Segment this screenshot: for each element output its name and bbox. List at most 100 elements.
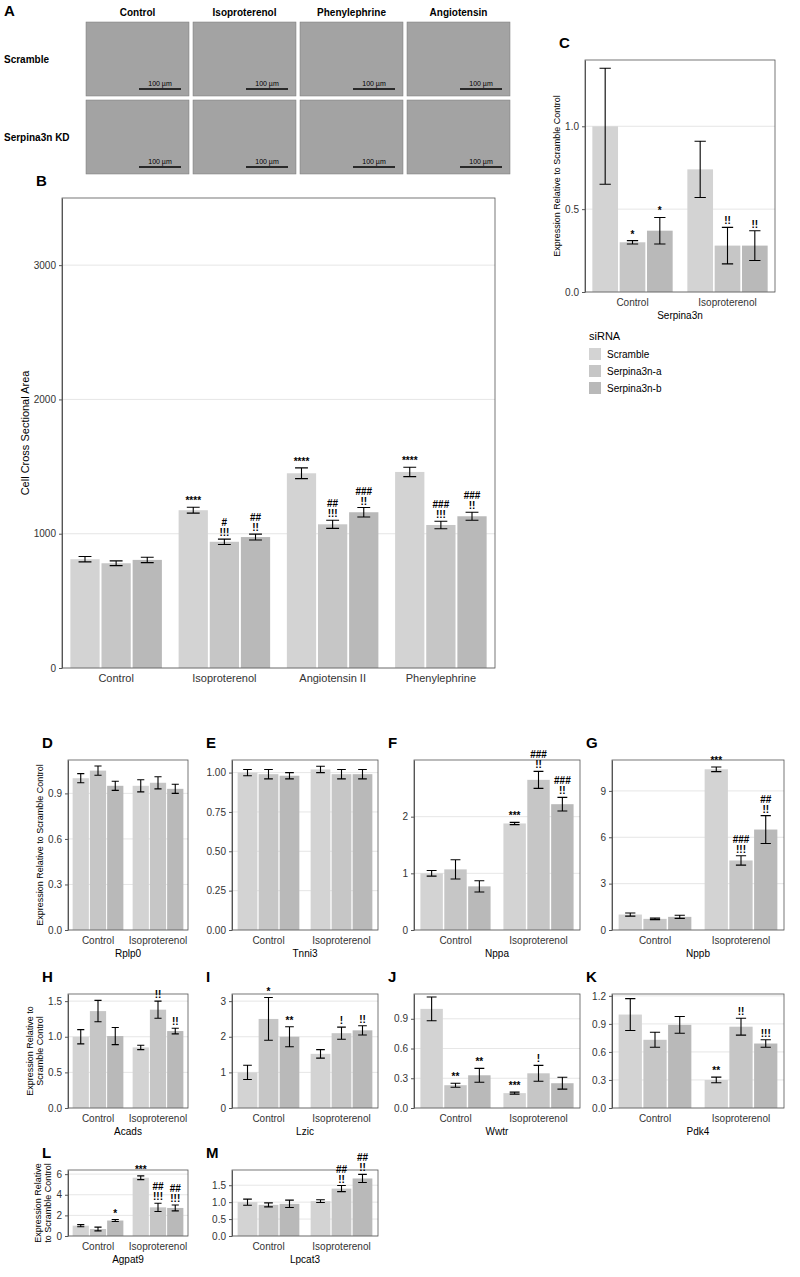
tick-mark: [609, 1052, 612, 1053]
tick-label: 0.5: [48, 1067, 62, 1078]
x-axis-title: Lpcat3: [290, 1254, 320, 1265]
error-bar: [94, 766, 101, 775]
tick-mark: [59, 399, 62, 400]
significance-label: !!!: [328, 508, 338, 519]
tick-mark: [609, 791, 612, 792]
micrograph: [300, 22, 403, 96]
category-label: Control: [439, 1113, 471, 1124]
tick: 0.9: [394, 1013, 414, 1024]
scale-bar-label: 100 µm: [148, 80, 172, 88]
tick-mark: [65, 1215, 68, 1216]
bar: [503, 823, 525, 930]
error-bar: [110, 561, 123, 566]
scale-bar-label: 100 µm: [148, 158, 172, 166]
micrograph: [193, 22, 296, 96]
error-bar: [137, 780, 144, 792]
category-label: Isoproterenol: [312, 1241, 370, 1252]
category-label: Isoproterenol: [712, 1113, 770, 1124]
tick-mark: [65, 839, 68, 840]
bar: [90, 771, 106, 930]
error-bar: [625, 999, 635, 1031]
error-bar: [675, 915, 685, 918]
plot-frame: [232, 994, 378, 1108]
tick: 0.0: [565, 287, 585, 298]
error-bar: [474, 881, 484, 892]
panel: 0.00.30.60.9ControlIsoproterenolWwtr****…: [388, 968, 580, 1137]
bar: [280, 1204, 300, 1236]
significance-label: *: [658, 205, 662, 216]
tick-label: 0.3: [48, 879, 62, 890]
tick-label: 6: [56, 1169, 62, 1180]
significance-label: !: [340, 1015, 343, 1026]
plot-background: [414, 760, 580, 930]
tick: 0.0: [48, 1103, 68, 1114]
tick-mark: [65, 1001, 68, 1002]
tick-label: 0.6: [592, 1047, 606, 1058]
row-label: Scramble: [4, 54, 49, 65]
bar: [238, 1202, 258, 1236]
x-axis-title: Nppa: [485, 948, 509, 959]
figure: AControlIsoproterenolPhenylephrineAngiot…: [0, 0, 800, 1277]
significance-label: **: [712, 1065, 720, 1076]
bar: [395, 472, 424, 668]
tick-label: 2: [402, 811, 408, 822]
tick: 9: [600, 786, 612, 797]
micrograph: [407, 22, 510, 96]
bar: [420, 1009, 442, 1108]
scale-bar: [246, 88, 288, 90]
panel-letter: E: [206, 734, 216, 751]
y-axis-title: Cell Cross Sectional Area: [19, 370, 31, 496]
panel-a: AControlIsoproterenolPhenylephrineAngiot…: [4, 2, 510, 174]
error-bar: [557, 1077, 567, 1089]
category-label: Control: [639, 1113, 671, 1124]
axis-line: [232, 761, 233, 931]
error-bar: [337, 769, 346, 778]
tick-mark: [229, 812, 232, 813]
category-label: Control: [82, 1113, 114, 1124]
significance-label: !!!: [153, 1191, 163, 1202]
error-bar: [264, 769, 273, 778]
panel-letter: C: [559, 34, 570, 51]
y-axis: 0.00.30.60.9: [48, 761, 68, 936]
plot-frame: [62, 198, 495, 668]
significance-label: !!!: [761, 1028, 771, 1039]
significance-label: ****: [185, 495, 201, 506]
bar: [619, 915, 642, 930]
marks: [73, 766, 184, 930]
y-axis: 0.00.51.0: [565, 61, 585, 298]
category-label: Control: [82, 1241, 114, 1252]
bar: [353, 1030, 373, 1108]
error-bar: [172, 1028, 179, 1034]
error-bar: [77, 1030, 84, 1044]
column-label: Angiotensin: [430, 7, 488, 18]
bar: [107, 786, 123, 930]
bar: [167, 789, 183, 930]
legend-swatch: [589, 365, 601, 377]
category-label: Control: [616, 297, 648, 308]
tick-label: 3: [600, 878, 606, 889]
error-bar: [112, 781, 119, 790]
error-bar: [736, 856, 746, 865]
significance-label: !!: [469, 500, 476, 511]
y-axis: 0.00.30.60.91.2: [592, 991, 612, 1114]
axis-line: [585, 61, 586, 293]
significance-label: ***: [710, 755, 722, 766]
plot-frame: [612, 760, 784, 930]
error-bar: [112, 1220, 119, 1222]
tick-mark: [59, 534, 62, 535]
bar: [668, 1025, 691, 1108]
error-bar: [695, 141, 706, 197]
tick: 0.25: [207, 885, 232, 896]
tick-label: 1.5: [212, 1180, 226, 1191]
tick-mark: [65, 1072, 68, 1073]
bar: [318, 524, 347, 668]
y-axis: 0369: [600, 761, 612, 936]
row-label: Serpina3n KD: [4, 132, 70, 143]
error-bar: [243, 1065, 252, 1079]
error-bar: [711, 1077, 721, 1083]
tick-mark: [411, 873, 414, 874]
axis-line: [414, 761, 415, 931]
error-bar: [358, 1174, 367, 1182]
tick-label: 0.75: [207, 807, 227, 818]
tick-label: 1: [220, 1067, 226, 1078]
